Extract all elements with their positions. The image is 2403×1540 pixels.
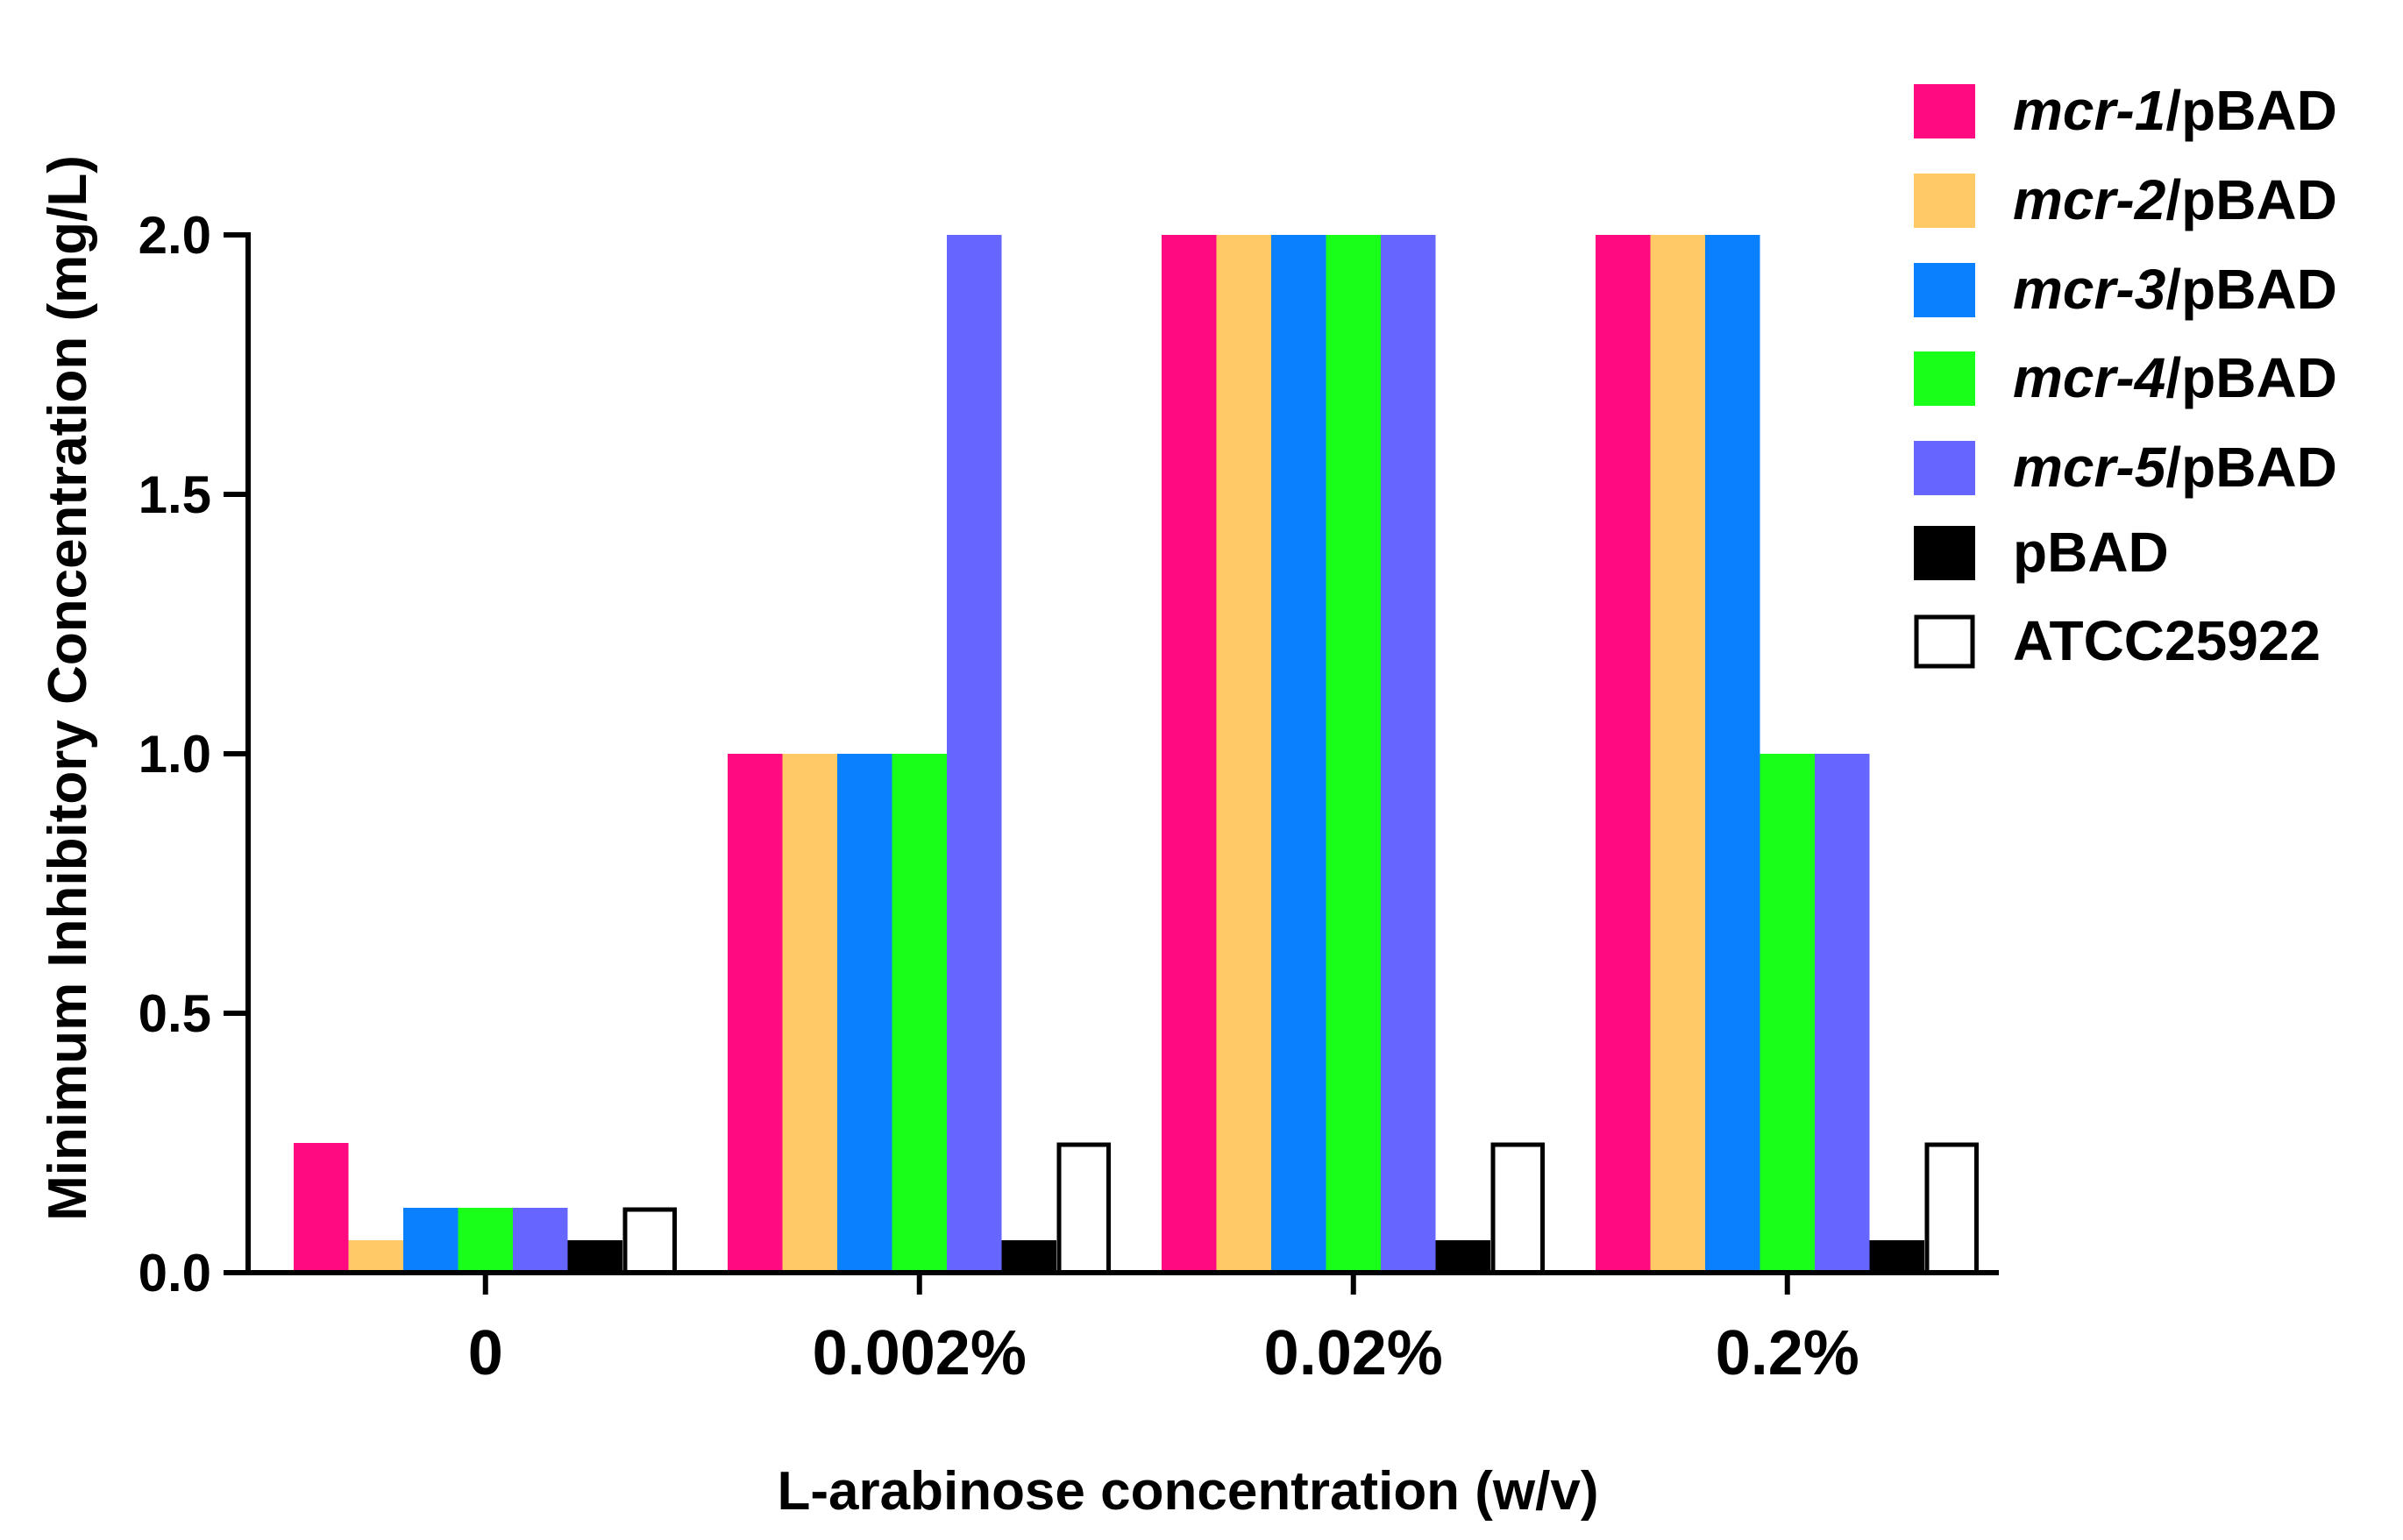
bar	[1815, 754, 1870, 1273]
legend-swatch	[1914, 351, 1975, 406]
bar	[1869, 1240, 1924, 1273]
legend-suffix: ATCC25922	[2013, 609, 2321, 672]
bar	[1001, 1240, 1056, 1273]
bar	[1326, 235, 1381, 1273]
bar	[1216, 235, 1271, 1273]
legend-swatch	[1914, 614, 1975, 669]
y-tick-label: 1.5	[139, 465, 211, 524]
legend-label: mcr-1/pBAD	[2013, 79, 2337, 142]
legend: mcr-1/pBADmcr-2/pBADmcr-3/pBADmcr-4/pBAD…	[1914, 79, 2337, 672]
legend-gene-name: mcr-5	[2013, 436, 2167, 499]
legend-label: pBAD	[2013, 521, 2169, 584]
legend-gene-name: mcr-3	[2013, 258, 2165, 321]
legend-swatch	[1914, 174, 1975, 228]
bar	[1490, 1142, 1545, 1275]
bar	[622, 1207, 677, 1275]
bar	[728, 754, 783, 1273]
bar	[1271, 235, 1326, 1273]
bar	[1056, 1142, 1111, 1275]
y-tick-label: 2.0	[139, 206, 211, 265]
y-tick-label: 0.5	[139, 984, 211, 1043]
x-category-label: 0.002%	[813, 1318, 1027, 1388]
bar	[567, 1240, 622, 1273]
bar	[348, 1240, 403, 1273]
bar	[1596, 235, 1651, 1273]
legend-label: mcr-2/pBAD	[2013, 168, 2337, 231]
legend-suffix: /pBAD	[2165, 168, 2337, 231]
bar	[1381, 235, 1436, 1273]
legend-suffix: /pBAD	[2165, 258, 2337, 321]
legend-gene-name: mcr-1	[2013, 79, 2165, 142]
legend-label: mcr-3/pBAD	[2013, 258, 2337, 321]
legend-suffix: /pBAD	[2165, 346, 2337, 409]
bar	[1162, 235, 1217, 1273]
bar	[1705, 235, 1760, 1273]
x-ticks: 0 0.002% 0.02% 0.2%	[468, 1273, 1859, 1388]
bar	[1650, 235, 1705, 1273]
x-category-label: 0	[468, 1318, 503, 1388]
bar	[403, 1208, 459, 1273]
legend-suffix: /pBAD	[2165, 79, 2337, 142]
legend-swatch	[1914, 526, 1975, 580]
legend-gene-name: mcr-4	[2013, 346, 2165, 409]
legend-label: ATCC25922	[2013, 609, 2321, 672]
x-axis-title: L-arabinose concentration (w/v)	[777, 1461, 1598, 1522]
bar	[837, 754, 892, 1273]
bar	[1924, 1142, 1979, 1275]
legend-suffix: /pBAD	[2165, 436, 2337, 499]
bar	[947, 235, 1002, 1273]
y-axis-title: Minimum Inhibitory Concentration (mg/L)	[38, 155, 98, 1221]
bar	[513, 1208, 568, 1273]
y-tick-label: 1.0	[139, 725, 211, 784]
legend-suffix: pBAD	[2013, 521, 2169, 584]
legend-swatch	[1914, 84, 1975, 138]
bar	[782, 754, 837, 1273]
bar	[892, 754, 947, 1273]
legend-label: mcr-4/pBAD	[2013, 346, 2337, 409]
y-ticks: 0.0 0.5 1.0 1.5 2.0	[139, 206, 248, 1302]
legend-gene-name: mcr-2	[2013, 168, 2165, 231]
bars-layer	[294, 235, 1979, 1275]
legend-label: mcr-5/pBAD	[2013, 436, 2337, 499]
bar	[1435, 1240, 1490, 1273]
legend-swatch	[1914, 263, 1975, 317]
bar	[458, 1208, 513, 1273]
legend-swatch	[1914, 441, 1975, 495]
x-category-label: 0.02%	[1264, 1318, 1443, 1388]
x-category-label: 0.2%	[1716, 1318, 1859, 1388]
y-tick-label: 0.0	[139, 1244, 211, 1302]
bar	[294, 1143, 349, 1273]
bar	[1760, 754, 1815, 1273]
